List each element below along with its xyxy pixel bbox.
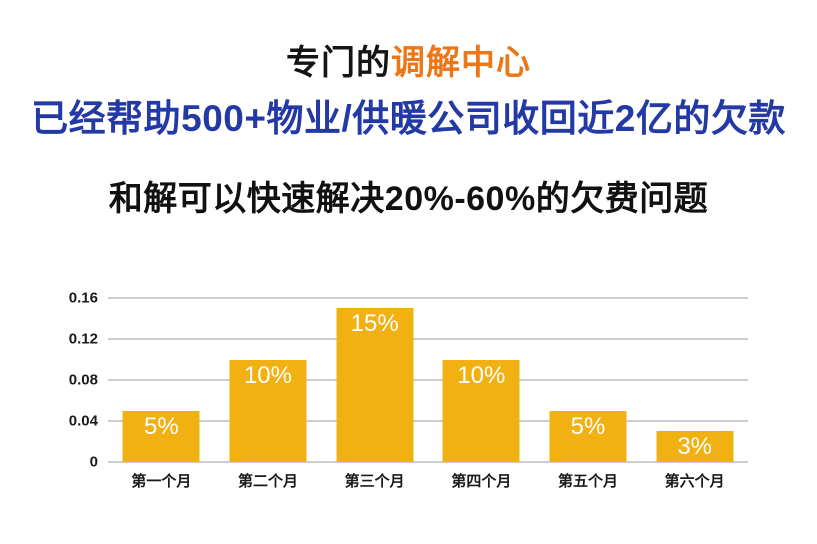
x-axis-category-label: 第二个月: [237, 473, 298, 490]
y-axis-tick-label: 0.12: [68, 330, 98, 348]
gridline: [108, 379, 748, 381]
bar: 10%: [442, 359, 520, 462]
x-axis-category-label: 第六个月: [664, 473, 725, 490]
bar-value-label: 3%: [677, 433, 712, 461]
bar-value-label: 5%: [570, 412, 606, 440]
y-axis-tick-label: 0.16: [68, 289, 98, 307]
bar: 3%: [656, 431, 734, 462]
page-title-prefix: 专门的: [286, 44, 391, 82]
bar-slot: 5% 第一个月: [108, 298, 215, 490]
page-title-highlight: 调解中心: [391, 44, 531, 82]
bar: 15%: [336, 308, 414, 462]
gridline: [108, 461, 748, 463]
statement-resolution-rate: 和解可以快速解决20%-60%的欠费问题: [108, 180, 709, 218]
x-axis-category-label: 第四个月: [451, 473, 512, 490]
bar-value-label: 10%: [243, 361, 292, 389]
bar-value-label: 5%: [143, 412, 179, 440]
x-axis-category-label: 第一个月: [131, 473, 192, 490]
bar-value-label: 10%: [457, 361, 506, 389]
gridline: [108, 338, 748, 340]
x-axis-category-label: 第五个月: [557, 473, 618, 490]
bar-slot: 10% 第四个月: [428, 298, 535, 490]
bar-value-label: 15%: [350, 310, 399, 338]
subtitle-achievement: 已经帮助500+物业/供暖公司收回近2亿的欠款: [31, 98, 786, 139]
bar-slot: 15% 第三个月: [321, 298, 428, 490]
bar: 5%: [122, 410, 200, 462]
y-axis-tick-label: 0.04: [68, 412, 98, 430]
page-title: 专门的调解中心: [0, 45, 817, 81]
x-axis-category-label: 第三个月: [344, 473, 405, 490]
bar-chart-plot-area: 0 0.04 0.08 0.12 0.16 5% 第一个月 10% 第二个月 15% 第三个月 10%…: [69, 291, 748, 490]
y-axis-tick-label: 0.08: [68, 371, 98, 389]
gridline: [108, 420, 748, 422]
bar: 10%: [229, 359, 307, 462]
bar-slot: 5% 第五个月: [535, 298, 642, 490]
bar: 5%: [549, 410, 627, 462]
bar-slot: 3% 第六个月: [641, 298, 748, 490]
bar-slot: 10% 第二个月: [215, 298, 322, 490]
y-axis-tick-label: 0: [89, 453, 98, 471]
gridline: [108, 297, 748, 299]
